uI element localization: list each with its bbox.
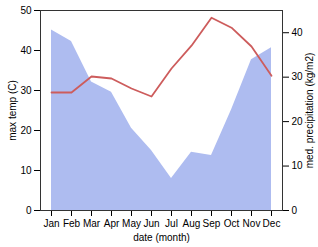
- svg-text:30: 30: [292, 71, 304, 82]
- svg-text:20: 20: [20, 125, 32, 136]
- svg-text:10: 10: [292, 160, 304, 171]
- svg-text:date (month): date (month): [133, 232, 190, 243]
- svg-text:med. precipitation (kg/m2): med. precipitation (kg/m2): [304, 53, 315, 169]
- svg-text:30: 30: [20, 85, 32, 96]
- svg-text:May: May: [122, 218, 141, 229]
- svg-text:Oct: Oct: [224, 218, 240, 229]
- svg-text:Jun: Jun: [143, 218, 159, 229]
- svg-text:Jul: Jul: [165, 218, 178, 229]
- svg-text:0: 0: [292, 205, 298, 216]
- svg-text:50: 50: [20, 5, 32, 16]
- svg-text:Jan: Jan: [43, 218, 59, 229]
- svg-text:40: 40: [20, 45, 32, 56]
- svg-text:0: 0: [26, 205, 32, 216]
- svg-text:Dec: Dec: [263, 218, 281, 229]
- svg-text:10: 10: [20, 165, 32, 176]
- svg-text:Aug: Aug: [183, 218, 201, 229]
- svg-text:40: 40: [292, 27, 304, 38]
- svg-text:20: 20: [292, 116, 304, 127]
- svg-text:Sep: Sep: [203, 218, 221, 229]
- svg-text:Feb: Feb: [63, 218, 81, 229]
- svg-text:Apr: Apr: [104, 218, 120, 229]
- svg-text:Mar: Mar: [83, 218, 101, 229]
- svg-text:max temp (C): max temp (C): [7, 80, 18, 141]
- svg-text:Nov: Nov: [243, 218, 261, 229]
